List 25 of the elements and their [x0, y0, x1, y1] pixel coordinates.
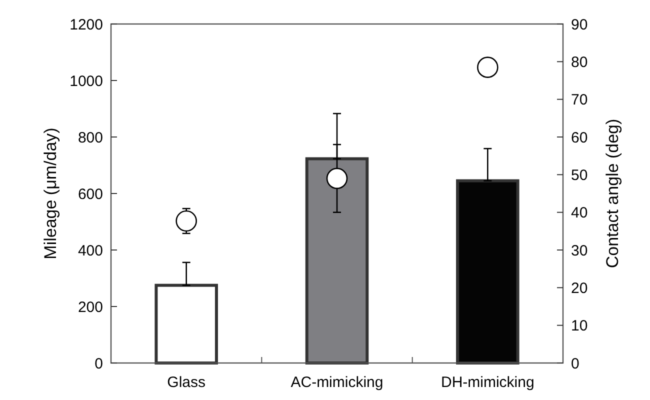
y2-tick-label: 10 — [571, 318, 588, 335]
y2-tick-label: 60 — [571, 129, 588, 146]
point — [326, 168, 348, 190]
x-tick-label: AC-mimicking — [290, 374, 384, 391]
x-tick-label: Glass — [167, 374, 206, 391]
y-tick-label: 1200 — [70, 16, 103, 34]
y2-tick-label: 80 — [571, 54, 588, 71]
y-tick-label: 400 — [78, 242, 103, 260]
y2-tick-label: 70 — [571, 92, 588, 109]
y2-tick-label: 0 — [571, 355, 580, 372]
y-tick-label: 0 — [94, 355, 103, 372]
y-tick-label: 1000 — [70, 72, 103, 90]
y2-tick-label: 50 — [571, 166, 588, 184]
x-tick-label: DH-mimicking — [440, 374, 534, 391]
y-tick-label: 600 — [78, 186, 103, 203]
y-tick-label: 800 — [78, 129, 103, 146]
y-tick-label: 200 — [78, 298, 103, 316]
y2-tick-label: 30 — [571, 242, 588, 260]
y2-tick-label: 20 — [571, 280, 588, 297]
y2-tick-label: 90 — [571, 16, 588, 34]
y-axis-title: Mileage (μm/day) — [41, 128, 60, 260]
y2-axis-title: Contact angle (deg) — [603, 118, 622, 268]
bar — [154, 284, 218, 364]
bar — [305, 157, 369, 364]
y2-tick-label: 40 — [571, 204, 588, 222]
